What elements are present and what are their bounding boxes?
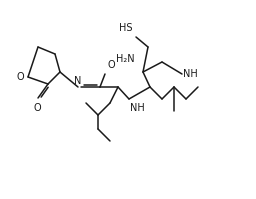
Text: NH: NH: [130, 103, 145, 113]
Text: NH: NH: [183, 69, 198, 79]
Text: H₂N: H₂N: [116, 54, 135, 64]
Text: HS: HS: [119, 23, 132, 33]
Text: O: O: [107, 60, 115, 70]
Text: O: O: [16, 72, 24, 82]
Text: N: N: [74, 76, 82, 86]
Text: O: O: [33, 103, 41, 113]
